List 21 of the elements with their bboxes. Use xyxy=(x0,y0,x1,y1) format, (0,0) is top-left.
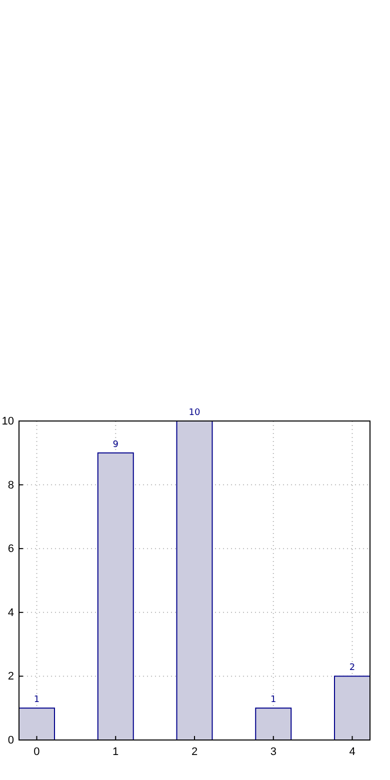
y-tick-label: 0 xyxy=(8,734,14,747)
y-tick-label: 4 xyxy=(8,606,14,619)
data-label: 1 xyxy=(270,695,276,706)
bar xyxy=(18,708,55,740)
y-tick-label: 6 xyxy=(8,543,14,556)
x-tick-label: 3 xyxy=(270,746,276,758)
data-label: 9 xyxy=(112,440,119,450)
bar xyxy=(334,676,370,740)
y-tick-label: 2 xyxy=(8,670,14,683)
bar xyxy=(176,420,213,740)
bar xyxy=(97,452,134,740)
y-tick-label: 10 xyxy=(2,416,14,428)
data-label: 1 xyxy=(34,695,40,706)
data-label: 10 xyxy=(188,408,200,418)
y-tick-label: 8 xyxy=(8,479,14,492)
x-tick-label: 0 xyxy=(34,746,40,758)
x-tick-label: 1 xyxy=(112,746,119,758)
x-tick-label: 2 xyxy=(191,746,198,758)
bar xyxy=(255,708,292,740)
data-label: 2 xyxy=(349,663,356,674)
x-tick-label: 4 xyxy=(349,746,356,758)
